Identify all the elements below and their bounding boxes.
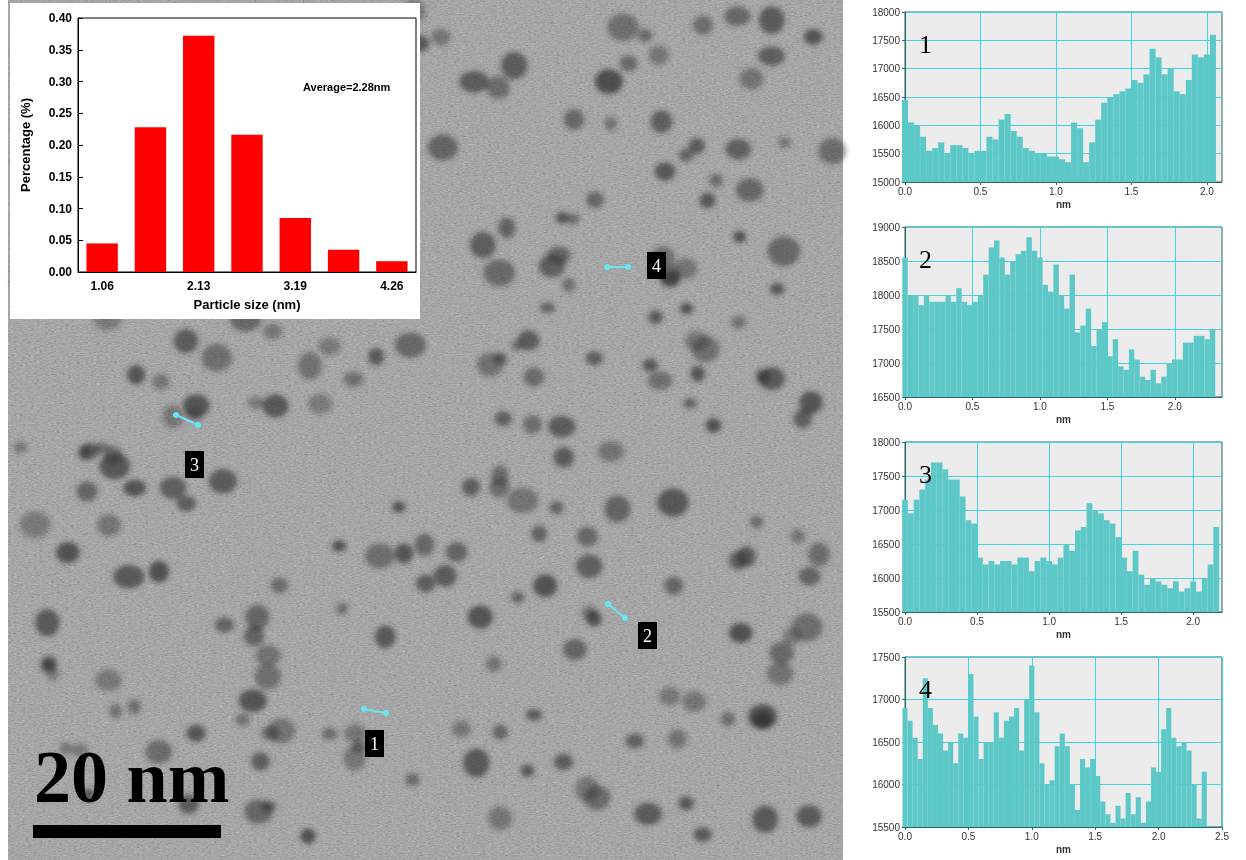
svg-text:16000: 16000 [872,120,900,131]
svg-text:0.5: 0.5 [974,186,988,197]
svg-text:4: 4 [652,256,661,276]
svg-text:nm: nm [1056,844,1071,855]
svg-text:0.0: 0.0 [898,186,912,197]
svg-text:16500: 16500 [872,92,900,103]
svg-text:1: 1 [370,734,379,754]
svg-text:17500: 17500 [872,35,900,46]
svg-text:15500: 15500 [872,148,900,159]
svg-text:0.15: 0.15 [49,170,73,184]
svg-text:2.0: 2.0 [1186,616,1200,627]
svg-text:0.00: 0.00 [49,265,73,279]
svg-text:3: 3 [919,460,932,489]
svg-text:19000: 19000 [872,222,900,233]
svg-text:2.13: 2.13 [187,279,211,293]
svg-text:3: 3 [190,455,199,475]
svg-text:0.5: 0.5 [961,831,975,842]
svg-text:0.0: 0.0 [898,831,912,842]
svg-text:0.5: 0.5 [970,616,984,627]
svg-text:16000: 16000 [872,779,900,790]
svg-text:0.0: 0.0 [898,616,912,627]
svg-text:2: 2 [643,626,652,646]
svg-text:16500: 16500 [872,737,900,748]
svg-text:17000: 17000 [872,63,900,74]
svg-text:15500: 15500 [872,822,900,833]
svg-text:2.0: 2.0 [1200,186,1214,197]
svg-text:1: 1 [919,30,932,59]
svg-text:18000: 18000 [872,7,900,18]
svg-text:15000: 15000 [872,177,900,188]
svg-text:0.0: 0.0 [898,401,912,412]
svg-text:18500: 18500 [872,256,900,267]
svg-text:0.5: 0.5 [965,401,979,412]
svg-text:2.0: 2.0 [1152,831,1166,842]
svg-text:0.40: 0.40 [49,11,73,25]
svg-text:Average=2.28nm: Average=2.28nm [303,81,391,93]
svg-text:nm: nm [1056,199,1071,210]
svg-text:17000: 17000 [872,505,900,516]
svg-text:16000: 16000 [872,573,900,584]
svg-text:0.10: 0.10 [49,202,73,216]
svg-text:1.5: 1.5 [1100,401,1114,412]
svg-text:3.19: 3.19 [284,279,308,293]
svg-text:2: 2 [919,245,932,274]
svg-text:1.0: 1.0 [1049,186,1063,197]
svg-text:2.5: 2.5 [1215,831,1229,842]
svg-text:0.35: 0.35 [49,43,73,57]
svg-text:0.25: 0.25 [49,106,73,120]
svg-text:1.5: 1.5 [1088,831,1102,842]
svg-text:1.0: 1.0 [1042,616,1056,627]
svg-text:Percentage (%): Percentage (%) [18,98,33,192]
svg-text:15500: 15500 [872,607,900,618]
svg-text:1.06: 1.06 [90,279,114,293]
svg-text:0.30: 0.30 [49,75,73,89]
svg-text:4: 4 [919,675,932,704]
svg-text:4.26: 4.26 [380,279,404,293]
svg-text:18000: 18000 [872,290,900,301]
svg-text:17500: 17500 [872,324,900,335]
svg-text:16500: 16500 [872,392,900,403]
svg-text:1.5: 1.5 [1114,616,1128,627]
svg-text:nm: nm [1056,414,1071,425]
svg-text:18000: 18000 [872,437,900,448]
svg-text:20 nm: 20 nm [34,736,229,818]
svg-text:17500: 17500 [872,652,900,663]
svg-text:1.0: 1.0 [1025,831,1039,842]
svg-text:2.0: 2.0 [1168,401,1182,412]
svg-text:17000: 17000 [872,694,900,705]
svg-text:17500: 17500 [872,471,900,482]
svg-text:17000: 17000 [872,358,900,369]
svg-text:16500: 16500 [872,539,900,550]
svg-text:nm: nm [1056,629,1071,640]
svg-text:0.20: 0.20 [49,138,73,152]
svg-text:Particle size (nm): Particle size (nm) [194,297,301,312]
svg-text:1.5: 1.5 [1124,186,1138,197]
svg-text:0.05: 0.05 [49,233,73,247]
svg-text:1.0: 1.0 [1033,401,1047,412]
